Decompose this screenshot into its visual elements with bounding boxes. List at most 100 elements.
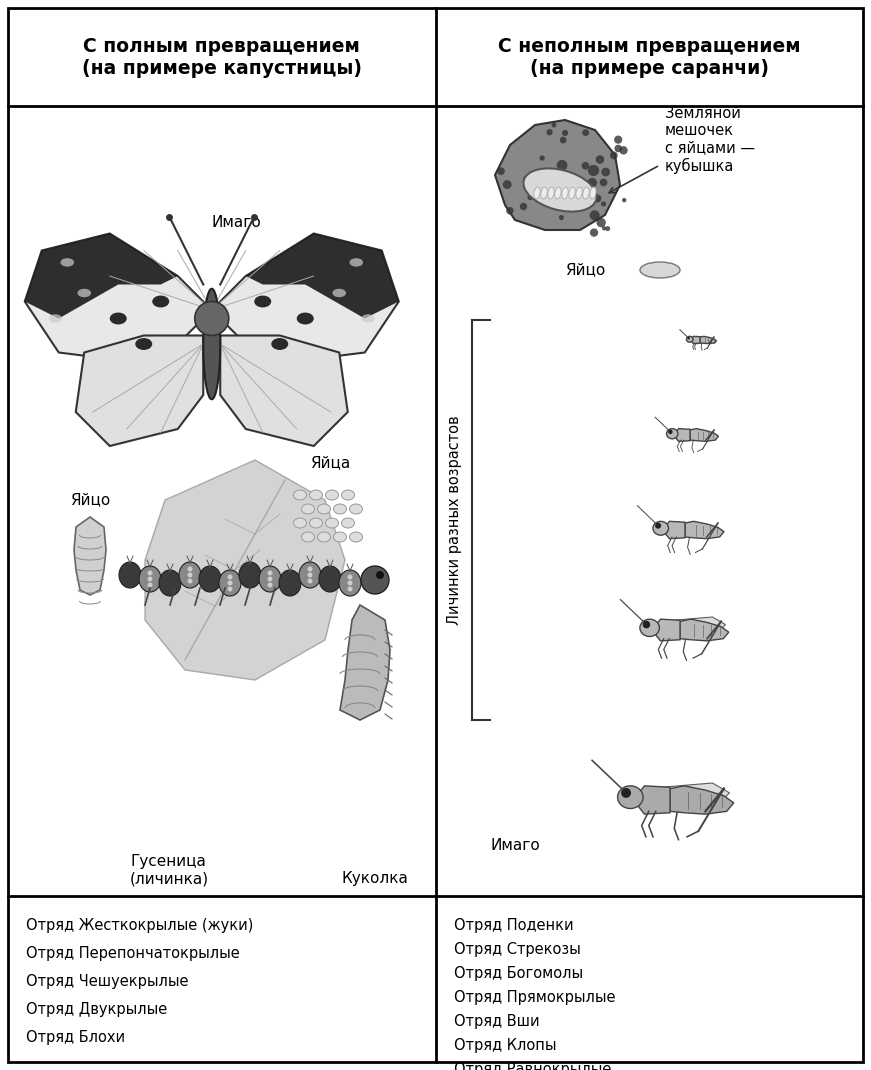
Circle shape [537,187,544,193]
Circle shape [551,190,559,199]
Circle shape [227,581,233,585]
Circle shape [348,581,353,585]
Ellipse shape [49,315,62,323]
Ellipse shape [666,429,678,439]
Circle shape [551,123,557,127]
Circle shape [535,171,545,181]
Circle shape [560,195,571,205]
Ellipse shape [653,521,669,535]
Text: Яйца: Яйца [310,455,350,470]
Circle shape [590,211,600,220]
Circle shape [227,575,233,580]
Ellipse shape [271,338,288,350]
Ellipse shape [548,187,554,199]
Text: Отряд Поденки: Отряд Поденки [454,918,573,933]
Polygon shape [685,521,724,538]
Ellipse shape [309,518,322,528]
Circle shape [528,195,532,200]
Ellipse shape [523,168,597,212]
Polygon shape [24,233,178,319]
Text: Куколка: Куколка [341,871,408,886]
Circle shape [187,572,192,578]
Circle shape [195,302,229,336]
Ellipse shape [299,562,321,588]
Circle shape [267,570,273,576]
Ellipse shape [318,504,330,514]
Text: С неполным превращением
(на примере саранчи): С неполным превращением (на примере сара… [498,36,800,78]
Circle shape [590,228,598,236]
Polygon shape [76,336,203,446]
Circle shape [307,579,313,583]
Text: Гусеница
(личинка): Гусеница (личинка) [130,854,209,886]
Ellipse shape [541,187,547,199]
Polygon shape [680,620,729,641]
Circle shape [348,575,353,580]
Circle shape [532,171,539,179]
Circle shape [687,337,690,339]
Ellipse shape [590,187,596,199]
Polygon shape [145,460,345,681]
Ellipse shape [640,262,680,278]
Ellipse shape [139,566,161,592]
Text: Имаго: Имаго [212,215,261,230]
Circle shape [147,577,152,581]
Circle shape [582,162,590,169]
Ellipse shape [569,187,575,199]
Ellipse shape [254,295,271,307]
Circle shape [506,207,514,215]
Text: Отряд Стрекозы: Отряд Стрекозы [454,943,580,958]
Ellipse shape [110,312,127,324]
Circle shape [147,570,152,576]
Text: Земляной
мешочек
с яйцами —
кубышка: Земляной мешочек с яйцами — кубышка [665,106,755,174]
Circle shape [187,579,192,583]
Polygon shape [670,785,733,814]
Circle shape [523,175,530,183]
Circle shape [562,129,568,136]
Circle shape [539,155,545,160]
Ellipse shape [349,504,362,514]
Circle shape [610,152,618,159]
Ellipse shape [576,187,582,199]
Circle shape [549,169,559,180]
Ellipse shape [279,570,301,596]
Ellipse shape [361,315,375,323]
Circle shape [621,788,631,798]
Circle shape [655,522,661,529]
Circle shape [619,147,628,154]
Ellipse shape [119,562,141,588]
Text: Яйцо: Яйцо [564,262,605,277]
Ellipse shape [326,490,339,500]
Circle shape [587,178,597,187]
Circle shape [546,129,553,136]
Text: Имаго: Имаго [490,838,540,853]
Ellipse shape [301,532,314,542]
Circle shape [307,572,313,578]
Circle shape [361,566,389,594]
Text: Отряд Блохи: Отряд Блохи [26,1030,125,1045]
Polygon shape [676,429,690,441]
Circle shape [520,203,527,210]
Polygon shape [660,617,726,632]
Text: Отряд Клопы: Отряд Клопы [454,1038,556,1053]
Ellipse shape [341,518,354,528]
Text: С полным превращением
(на примере капустницы): С полным превращением (на примере капуст… [82,36,361,78]
Circle shape [267,577,273,581]
Ellipse shape [259,566,281,592]
Circle shape [605,226,611,231]
Text: Отряд Двукрылые: Отряд Двукрылые [26,1003,167,1018]
Polygon shape [220,336,348,446]
Circle shape [348,586,353,592]
Ellipse shape [334,532,347,542]
Ellipse shape [294,518,307,528]
Polygon shape [690,429,719,441]
Polygon shape [645,783,730,802]
Ellipse shape [339,570,361,596]
Ellipse shape [301,504,314,514]
Circle shape [601,201,606,207]
Circle shape [227,586,233,592]
Ellipse shape [318,532,330,542]
Ellipse shape [159,570,181,596]
Ellipse shape [349,258,363,266]
Ellipse shape [341,490,354,500]
Circle shape [596,155,604,164]
